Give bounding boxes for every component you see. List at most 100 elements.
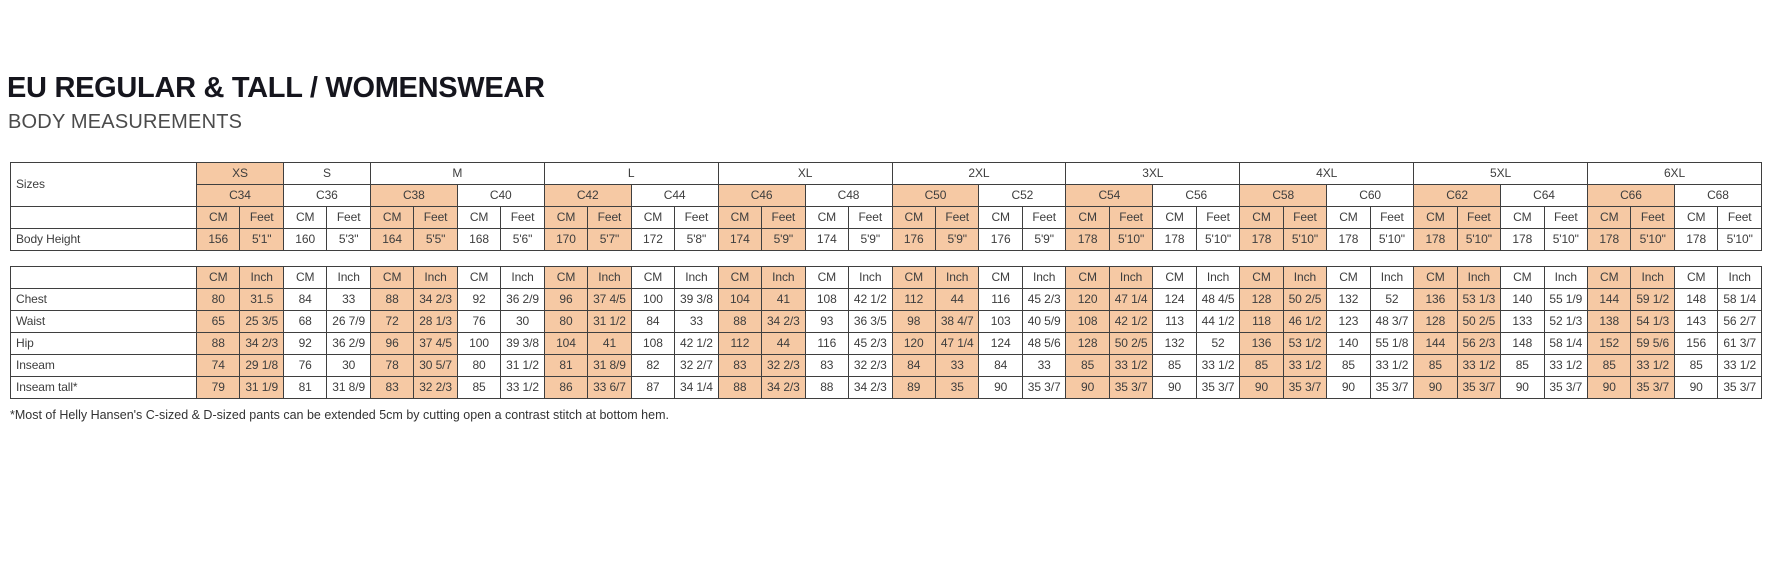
value-cell: 120 xyxy=(1065,288,1110,311)
value-cell: 59 1/2 xyxy=(1630,288,1675,311)
size-group-cell: XS xyxy=(196,162,284,185)
row-label: Body Height xyxy=(10,228,197,251)
value-cell: 32 2/7 xyxy=(674,354,719,377)
value-cell: 33 1/2 xyxy=(1282,354,1328,377)
value-cell: 48 3/7 xyxy=(1369,310,1415,333)
unit-cell-inch: Inch xyxy=(1195,266,1241,289)
value-cell: 39 3/8 xyxy=(500,332,545,355)
value-cell: 32 2/3 xyxy=(413,376,458,399)
value-cell: 90 xyxy=(978,376,1023,399)
value-cell: 35 3/7 xyxy=(1369,376,1415,399)
value-cell: 90 xyxy=(1500,376,1545,399)
unit-cell-feet: Feet xyxy=(413,206,458,229)
value-cell: 100 xyxy=(456,332,502,355)
value-cell: 53 1/3 xyxy=(1456,288,1502,311)
value-cell: 33 1/2 xyxy=(1456,354,1502,377)
value-cell: 76 xyxy=(456,310,502,333)
size-group-cell: 6XL xyxy=(1587,162,1762,185)
size-code-cell: C66 xyxy=(1587,184,1675,207)
value-cell: 34 2/3 xyxy=(761,310,806,333)
size-code-cell: C46 xyxy=(717,184,806,207)
unit-cell-cm: CM xyxy=(1239,266,1284,289)
units-row: CM Inch CM Inch CM Inch CM Inch CM Inch CM Inch CM In… xyxy=(10,266,1762,289)
unit-cell-feet: Feet xyxy=(500,206,545,229)
unit-cell-feet: Feet xyxy=(848,206,893,229)
value-cell: 35 3/7 xyxy=(1282,376,1328,399)
unit-cell-cm: CM xyxy=(195,266,241,289)
value-cell: 35 3/7 xyxy=(1021,376,1067,399)
units-row: CM Feet CM Feet CM Feet CM Feet CM Feet CM Feet CM Fe… xyxy=(10,206,1762,229)
value-cell: 90 xyxy=(1239,376,1284,399)
unit-cell-cm: CM xyxy=(1586,206,1632,229)
size-group-cell: 4XL xyxy=(1239,162,1415,185)
value-cell: 128 xyxy=(1065,332,1110,355)
value-cell: 116 xyxy=(978,288,1023,311)
value-cell: 33 1/2 xyxy=(1369,354,1415,377)
value-cell: 35 3/7 xyxy=(1195,376,1241,399)
unit-cell-cm: CM xyxy=(804,266,850,289)
value-cell: 90 xyxy=(1586,376,1632,399)
value-cell: 44 1/2 xyxy=(1195,310,1241,333)
value-cell: 96 xyxy=(369,332,415,355)
unit-cell-feet: Feet xyxy=(1717,206,1762,229)
size-guide-page: EU REGULAR & TALL / WOMENSWEAR BODY MEAS… xyxy=(0,74,1771,574)
value-cell: 44 xyxy=(934,288,980,311)
value-cell: 88 xyxy=(717,310,763,333)
size-code-cell: C34 xyxy=(196,184,284,207)
value-cell: 112 xyxy=(891,288,936,311)
unit-cell-cm: CM xyxy=(1500,206,1545,229)
value-cell: 88 xyxy=(717,376,763,399)
value-cell: 90 xyxy=(1413,376,1458,399)
value-cell: 174 xyxy=(804,228,850,251)
value-cell: 160 xyxy=(282,228,328,251)
value-cell: 36 3/5 xyxy=(848,310,893,333)
value-cell: 120 xyxy=(891,332,936,355)
value-cell: 133 xyxy=(1500,310,1545,333)
unit-cell-inch: Inch xyxy=(587,266,632,289)
value-cell: 124 xyxy=(978,332,1023,355)
value-cell: 31.5 xyxy=(239,288,284,311)
value-cell: 144 xyxy=(1586,288,1632,311)
value-cell: 156 xyxy=(1673,332,1719,355)
value-cell: 5'10" xyxy=(1282,228,1328,251)
value-cell: 83 xyxy=(804,354,850,377)
unit-cell-cm: CM xyxy=(1326,266,1371,289)
value-cell: 85 xyxy=(1326,354,1371,377)
value-cell: 31 1/9 xyxy=(239,376,284,399)
size-group-cell: M xyxy=(369,162,545,185)
unit-cell-inch: Inch xyxy=(1369,266,1415,289)
value-cell: 85 xyxy=(1586,354,1632,377)
value-cell: 5'9" xyxy=(848,228,893,251)
value-cell: 30 xyxy=(500,310,545,333)
footnote: *Most of Helly Hansen's C-sized & D-size… xyxy=(10,408,669,422)
unit-cell-feet: Feet xyxy=(1543,206,1589,229)
value-cell: 31 8/9 xyxy=(587,354,632,377)
unit-cell-cm: CM xyxy=(456,266,502,289)
value-cell: 128 xyxy=(1413,310,1458,333)
unit-cell-cm: CM xyxy=(804,206,850,229)
value-cell: 56 2/7 xyxy=(1717,310,1762,333)
size-group-cell: 3XL xyxy=(1065,162,1241,185)
value-cell: 5'9" xyxy=(1021,228,1067,251)
value-cell: 86 xyxy=(543,376,589,399)
value-cell: 58 1/4 xyxy=(1717,288,1762,311)
value-cell: 40 5/9 xyxy=(1021,310,1067,333)
value-cell: 123 xyxy=(1326,310,1371,333)
unit-cell-cm: CM xyxy=(891,266,936,289)
unit-cell-cm: CM xyxy=(282,206,328,229)
value-cell: 128 xyxy=(1239,288,1284,311)
unit-cell-inch: Inch xyxy=(1456,266,1502,289)
size-code-cell: C64 xyxy=(1500,184,1588,207)
value-cell: 72 xyxy=(369,310,415,333)
value-cell: 90 xyxy=(1065,376,1110,399)
unit-cell-cm: CM xyxy=(1673,266,1719,289)
unit-cell-feet: Feet xyxy=(1456,206,1502,229)
row-label: Inseam tall* xyxy=(10,376,197,399)
value-cell: 178 xyxy=(1586,228,1632,251)
value-cell: 58 1/4 xyxy=(1543,332,1589,355)
value-cell: 35 3/7 xyxy=(1456,376,1502,399)
page-title: EU REGULAR & TALL / WOMENSWEAR xyxy=(7,72,545,104)
units-row-label xyxy=(10,206,197,229)
unit-cell-feet: Feet xyxy=(239,206,284,229)
value-cell: 104 xyxy=(543,332,589,355)
